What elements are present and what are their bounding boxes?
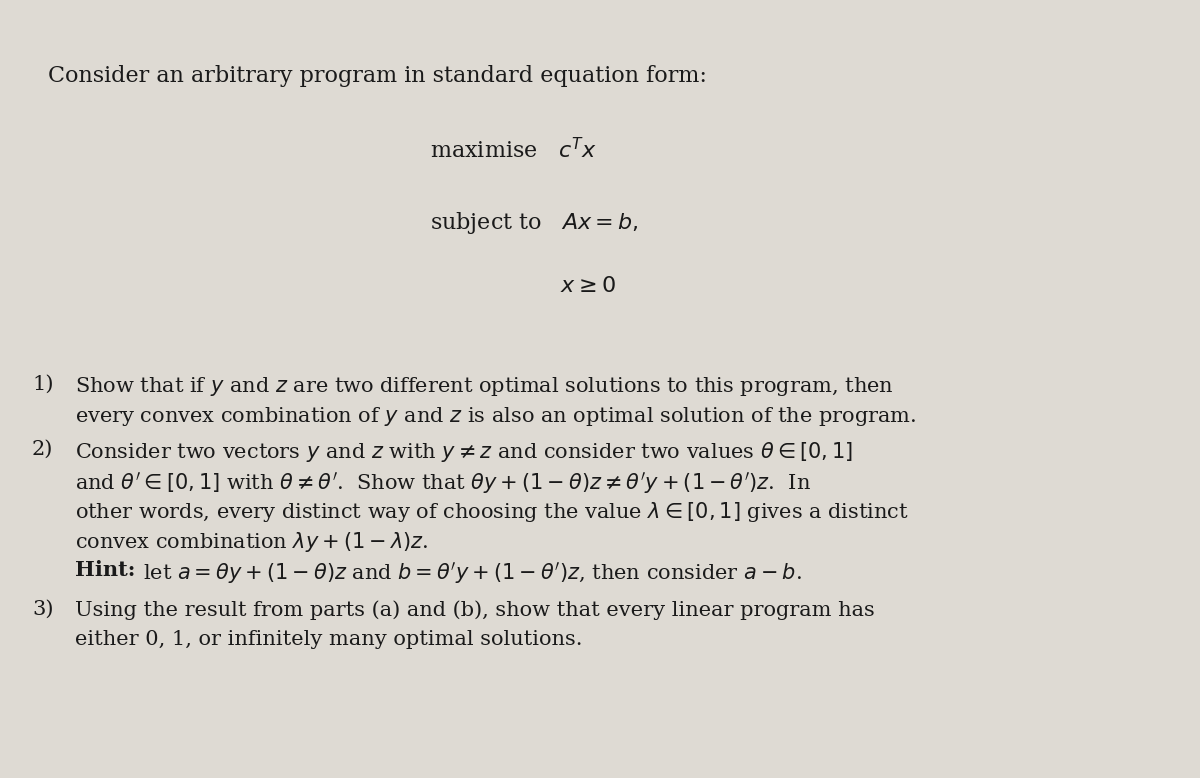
Text: 3): 3) (32, 600, 54, 619)
Text: maximise   $c^Tx$: maximise $c^Tx$ (430, 138, 596, 163)
Text: subject to   $Ax = b,$: subject to $Ax = b,$ (430, 210, 638, 236)
Text: every convex combination of $y$ and $z$ is also an optimal solution of the progr: every convex combination of $y$ and $z$ … (74, 405, 917, 428)
Text: other words, every distinct way of choosing the value $\lambda \in [0, 1]$ gives: other words, every distinct way of choos… (74, 500, 908, 524)
Text: Show that if $y$ and $z$ are two different optimal solutions to this program, th: Show that if $y$ and $z$ are two differe… (74, 375, 894, 398)
Text: and $\theta' \in [0, 1]$ with $\theta \neq \theta'$.  Show that $\theta y + (1 -: and $\theta' \in [0, 1]$ with $\theta \n… (74, 470, 811, 496)
Text: convex combination $\lambda y + (1 - \lambda)z$.: convex combination $\lambda y + (1 - \la… (74, 530, 428, 554)
Text: Consider two vectors $y$ and $z$ with $y \neq z$ and consider two values $\theta: Consider two vectors $y$ and $z$ with $y… (74, 440, 853, 464)
Text: let $a = \theta y + (1-\theta)z$ and $b = \theta' y + (1 - \theta')z$, then cons: let $a = \theta y + (1-\theta)z$ and $b … (143, 560, 802, 586)
Text: 1): 1) (32, 375, 54, 394)
Text: Using the result from parts (a) and (b), show that every linear program has: Using the result from parts (a) and (b),… (74, 600, 875, 619)
Text: Hint:: Hint: (74, 560, 143, 580)
Text: $x \geq 0$: $x \geq 0$ (560, 275, 616, 297)
Text: 2): 2) (32, 440, 53, 459)
Text: either 0, 1, or infinitely many optimal solutions.: either 0, 1, or infinitely many optimal … (74, 630, 582, 649)
Text: Consider an arbitrary program in standard equation form:: Consider an arbitrary program in standar… (48, 65, 707, 87)
